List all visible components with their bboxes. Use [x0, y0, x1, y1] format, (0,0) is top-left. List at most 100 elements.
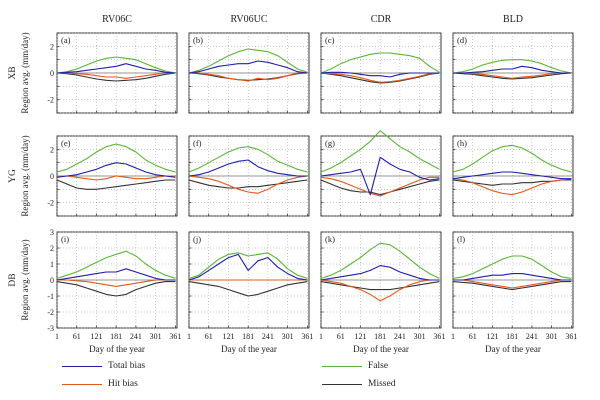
- panel-label-l: (l): [457, 234, 465, 244]
- legend-item-hit-bias: Hit bias: [62, 376, 138, 392]
- legend-label-hit-bias: Hit bias: [108, 379, 138, 389]
- y-tick-label-i: 1: [50, 260, 54, 269]
- x-tick-label-k: 301: [414, 332, 426, 341]
- panel-label-h: (h): [457, 138, 467, 148]
- series-hit-bias-g: [320, 176, 440, 197]
- series-total-bias-l: [453, 273, 572, 281]
- panel-label-j: (j): [193, 234, 201, 244]
- series-false-a: [56, 56, 176, 74]
- y-tick-label-i: -2: [47, 308, 54, 317]
- column-header-rv06uc: RV06UC: [231, 14, 268, 25]
- legend-label-missed: Missed: [368, 379, 396, 389]
- x-tick-label-j: 121: [222, 332, 234, 341]
- x-tick-label-k: 1: [319, 332, 323, 341]
- series-missed-a: [56, 72, 176, 82]
- y-tick-label-i: -1: [47, 292, 54, 301]
- x-tick-label-i: 61: [73, 332, 81, 341]
- panel-label-e: (e): [61, 138, 71, 148]
- x-tick-label-i: 361: [169, 332, 181, 341]
- y-tick-label-a: 0: [50, 69, 54, 78]
- series-false-b: [188, 48, 308, 74]
- column-header-cdr: CDR: [371, 14, 392, 25]
- series-missed-k: [320, 281, 440, 291]
- x-tick-label-k: 121: [354, 332, 366, 341]
- series-total-bias-g: [320, 156, 440, 196]
- series-missed-c: [320, 72, 440, 84]
- series-total-bias-b: [188, 60, 308, 74]
- y-tick-label-e: -2: [47, 199, 54, 208]
- series-hit-bias-b: [189, 72, 308, 82]
- series-total-bias-k: [320, 265, 440, 281]
- series-missed-f: [188, 179, 308, 189]
- series-missed-g: [320, 179, 440, 196]
- panel-label-g: (g): [325, 138, 335, 148]
- x-tick-label-l: 241: [526, 332, 538, 341]
- y-tick-label-a: -2: [47, 96, 54, 105]
- row-label-xb: XB: [8, 66, 18, 79]
- legend-label-total-bias: Total bias: [108, 361, 146, 371]
- y-tick-label-i: 0: [50, 276, 54, 285]
- panel-label-c: (c): [325, 35, 335, 45]
- column-header-bld: BLD: [503, 14, 523, 25]
- x-tick-label-i: 1: [55, 332, 59, 341]
- series-total-bias-e: [56, 162, 176, 178]
- y-tick-label-e: 0: [50, 172, 54, 181]
- series-missed-l: [452, 281, 572, 291]
- series-false-j: [188, 252, 308, 279]
- legend-item-missed: Missed: [322, 376, 395, 392]
- series-hit-bias-k: [320, 279, 440, 302]
- y-axis-label-db: Region avg. (mm/day): [20, 239, 30, 320]
- x-tick-label-k: 361: [433, 332, 445, 341]
- series-false-l: [452, 255, 572, 279]
- series-hit-bias-i: [57, 279, 176, 287]
- series-false-c: [320, 52, 440, 74]
- series-missed-e: [56, 179, 176, 190]
- series-hit-bias-f: [188, 175, 308, 194]
- legend: Total bias Hit bias False Missed: [0, 356, 600, 396]
- legend-swatch-hit-bias: [62, 383, 102, 385]
- series-total-bias-d: [453, 65, 572, 74]
- series-total-bias-h: [452, 171, 572, 180]
- x-tick-label-j: 1: [187, 332, 191, 341]
- series-hit-bias-a: [57, 72, 176, 79]
- panel-label-d: (d): [457, 35, 467, 45]
- legend-item-total-bias: Total bias: [62, 358, 145, 374]
- x-tick-label-l: 1: [451, 332, 455, 341]
- y-tick-label-i: -3: [47, 324, 54, 333]
- series-total-bias-i: [56, 268, 176, 281]
- series-total-bias-f: [188, 159, 308, 177]
- panel-label-a: (a): [61, 35, 71, 45]
- legend-item-false: False: [322, 358, 388, 374]
- series-hit-bias-e: [57, 175, 176, 181]
- legend-label-false: False: [368, 361, 389, 371]
- legend-swatch-missed: [322, 383, 362, 385]
- series-missed-i: [56, 281, 176, 297]
- series-false-f: [188, 146, 308, 173]
- series-total-bias-j: [188, 253, 308, 281]
- y-axis-label-xb: Region avg. (mm/day): [20, 32, 30, 113]
- x-tick-label-l: 181: [506, 332, 518, 341]
- series-total-bias-a: [56, 63, 176, 74]
- panel-label-i: (i): [61, 234, 69, 244]
- y-tick-label-a: 2: [50, 42, 54, 51]
- x-axis-label-bld: Day of the year: [485, 344, 541, 354]
- series-false-k: [320, 242, 440, 279]
- x-tick-label-i: 241: [130, 332, 142, 341]
- x-tick-label-k: 241: [394, 332, 406, 341]
- series-false-g: [320, 130, 440, 173]
- panel-label-f: (f): [193, 138, 202, 148]
- panel-label-k: (k): [325, 234, 335, 244]
- y-tick-label-e: 2: [50, 145, 54, 154]
- x-tick-label-i: 121: [90, 332, 102, 341]
- series-missed-d: [452, 72, 572, 80]
- column-header-rv06c: RV06C: [102, 14, 132, 25]
- legend-swatch-false: [322, 365, 362, 367]
- x-tick-label-j: 181: [242, 332, 254, 341]
- series-false-d: [452, 59, 572, 74]
- x-tick-label-j: 361: [301, 332, 313, 341]
- series-missed-j: [188, 281, 308, 297]
- series-false-e: [56, 143, 176, 173]
- series-false-h: [452, 144, 572, 173]
- x-axis-label-rv06c: Day of the year: [89, 344, 145, 354]
